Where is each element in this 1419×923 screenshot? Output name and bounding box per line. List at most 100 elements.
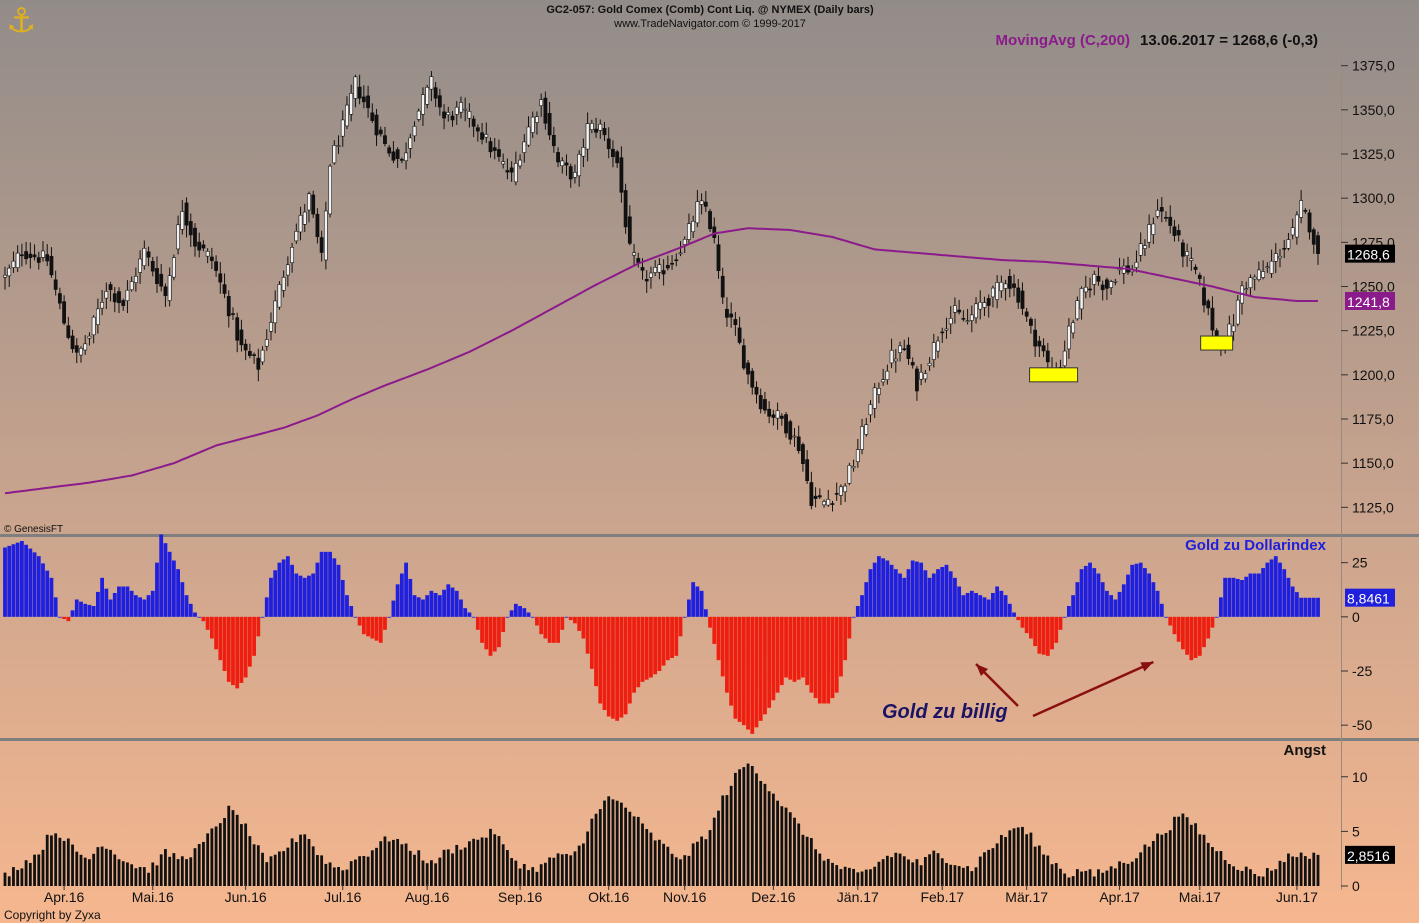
angst-bar: [404, 843, 408, 886]
ratio-bar: [1307, 597, 1312, 617]
price-candle: [535, 116, 539, 123]
angst-bar: [814, 849, 817, 886]
price-candle: [632, 252, 636, 256]
angst-bar: [966, 866, 969, 886]
ratio-bar: [28, 548, 33, 617]
price-candle: [746, 362, 750, 375]
price-candle: [1206, 300, 1211, 309]
price-candle: [931, 342, 936, 360]
price-candle: [1096, 275, 1101, 282]
ratio-bar: [889, 564, 894, 617]
ratio-bar: [809, 616, 814, 693]
angst-bar: [269, 856, 273, 886]
angst-bar: [586, 831, 590, 886]
price-candle: [678, 252, 683, 255]
ratio-bar: [509, 610, 514, 617]
angst-bar: [750, 765, 754, 886]
price-candle: [961, 318, 966, 320]
angst-bar: [1101, 872, 1105, 886]
price-candle: [247, 351, 252, 356]
price-candle: [695, 201, 700, 224]
price-candle: [834, 493, 839, 495]
ratio-bar: [589, 616, 594, 669]
angst-bar: [1151, 840, 1155, 886]
ratio-bar: [860, 595, 864, 617]
price-candle: [395, 149, 400, 159]
angst-bar: [1147, 846, 1151, 886]
ratio-bar: [1155, 590, 1160, 617]
ratio-bar: [1067, 606, 1071, 617]
ratio-bar: [231, 616, 235, 686]
price-candle: [708, 211, 712, 230]
ratio-bar: [399, 573, 404, 617]
price-candle: [864, 424, 869, 435]
angst-bar: [847, 867, 851, 886]
angst-bar: [248, 836, 252, 886]
ratio-bar: [640, 616, 645, 682]
ratio-bar: [57, 616, 62, 618]
ratio-bar: [805, 616, 810, 686]
ratio-bar: [906, 569, 911, 617]
price-candle: [754, 386, 759, 395]
angst-bar: [805, 836, 809, 886]
annotation-arrow: [1032, 660, 1154, 718]
ratio-bar: [201, 616, 206, 622]
copyright: Copyright by Zyxa: [4, 908, 101, 922]
angst-pane-title: Angst: [1284, 742, 1327, 759]
angst-bar: [708, 830, 712, 886]
price-candle: [661, 270, 666, 275]
ratio-bar: [302, 577, 307, 617]
ratio-bar: [256, 616, 261, 637]
x-tick-label: Apr.16: [44, 889, 85, 905]
ratio-bar: [551, 616, 556, 643]
ratio-bar: [1227, 577, 1232, 617]
ratio-bar: [792, 616, 797, 682]
ratio-bar: [319, 551, 324, 617]
price-candle: [1134, 261, 1139, 268]
angst-tick-label: 10: [1352, 769, 1368, 785]
ratio-bar: [3, 547, 7, 617]
angst-bar: [603, 800, 606, 886]
price-candle: [1075, 300, 1080, 320]
angst-bar: [885, 855, 889, 886]
ratio-tick-label: -25: [1352, 663, 1372, 679]
data-source: © GenesisFT: [4, 524, 63, 535]
ratio-bar: [893, 569, 898, 617]
ratio-bar: [682, 616, 687, 618]
ratio-bar: [1265, 562, 1270, 617]
price-candle: [497, 149, 501, 157]
ratio-bar: [142, 599, 147, 617]
angst-bar: [615, 800, 619, 886]
ratio-pane: [3, 534, 1320, 734]
ratio-bar: [1130, 564, 1135, 617]
angst-bar: [746, 763, 750, 886]
ma-legend-label: MovingAvg (C,200): [996, 32, 1130, 49]
price-candle: [361, 96, 366, 103]
ratio-bar: [611, 616, 615, 719]
ratio-bar: [822, 616, 826, 704]
ratio-bar: [763, 616, 767, 715]
angst-bar: [717, 810, 720, 886]
ratio-bar: [1159, 603, 1164, 617]
price-candle: [1176, 230, 1181, 236]
angst-bar: [176, 859, 180, 886]
angst-bar: [797, 823, 801, 886]
angst-bar: [687, 855, 691, 886]
price-candle: [264, 339, 269, 347]
ratio-bar: [247, 616, 252, 667]
price-candle: [982, 302, 987, 308]
angst-bar: [569, 855, 573, 886]
price-candle: [1041, 345, 1046, 352]
angst-bar: [1143, 844, 1147, 886]
ratio-bar: [1096, 573, 1101, 617]
ratio-bar: [421, 599, 425, 617]
annotation-text: Gold zu billig: [882, 701, 1008, 723]
price-candle: [437, 95, 442, 108]
ratio-bar: [725, 616, 729, 693]
angst-bar: [928, 854, 931, 886]
ratio-bar: [1206, 616, 1211, 639]
angst-bar: [577, 845, 581, 886]
ratio-bar: [598, 616, 603, 704]
angst-bar: [679, 859, 682, 886]
ratio-bar: [1117, 591, 1122, 617]
